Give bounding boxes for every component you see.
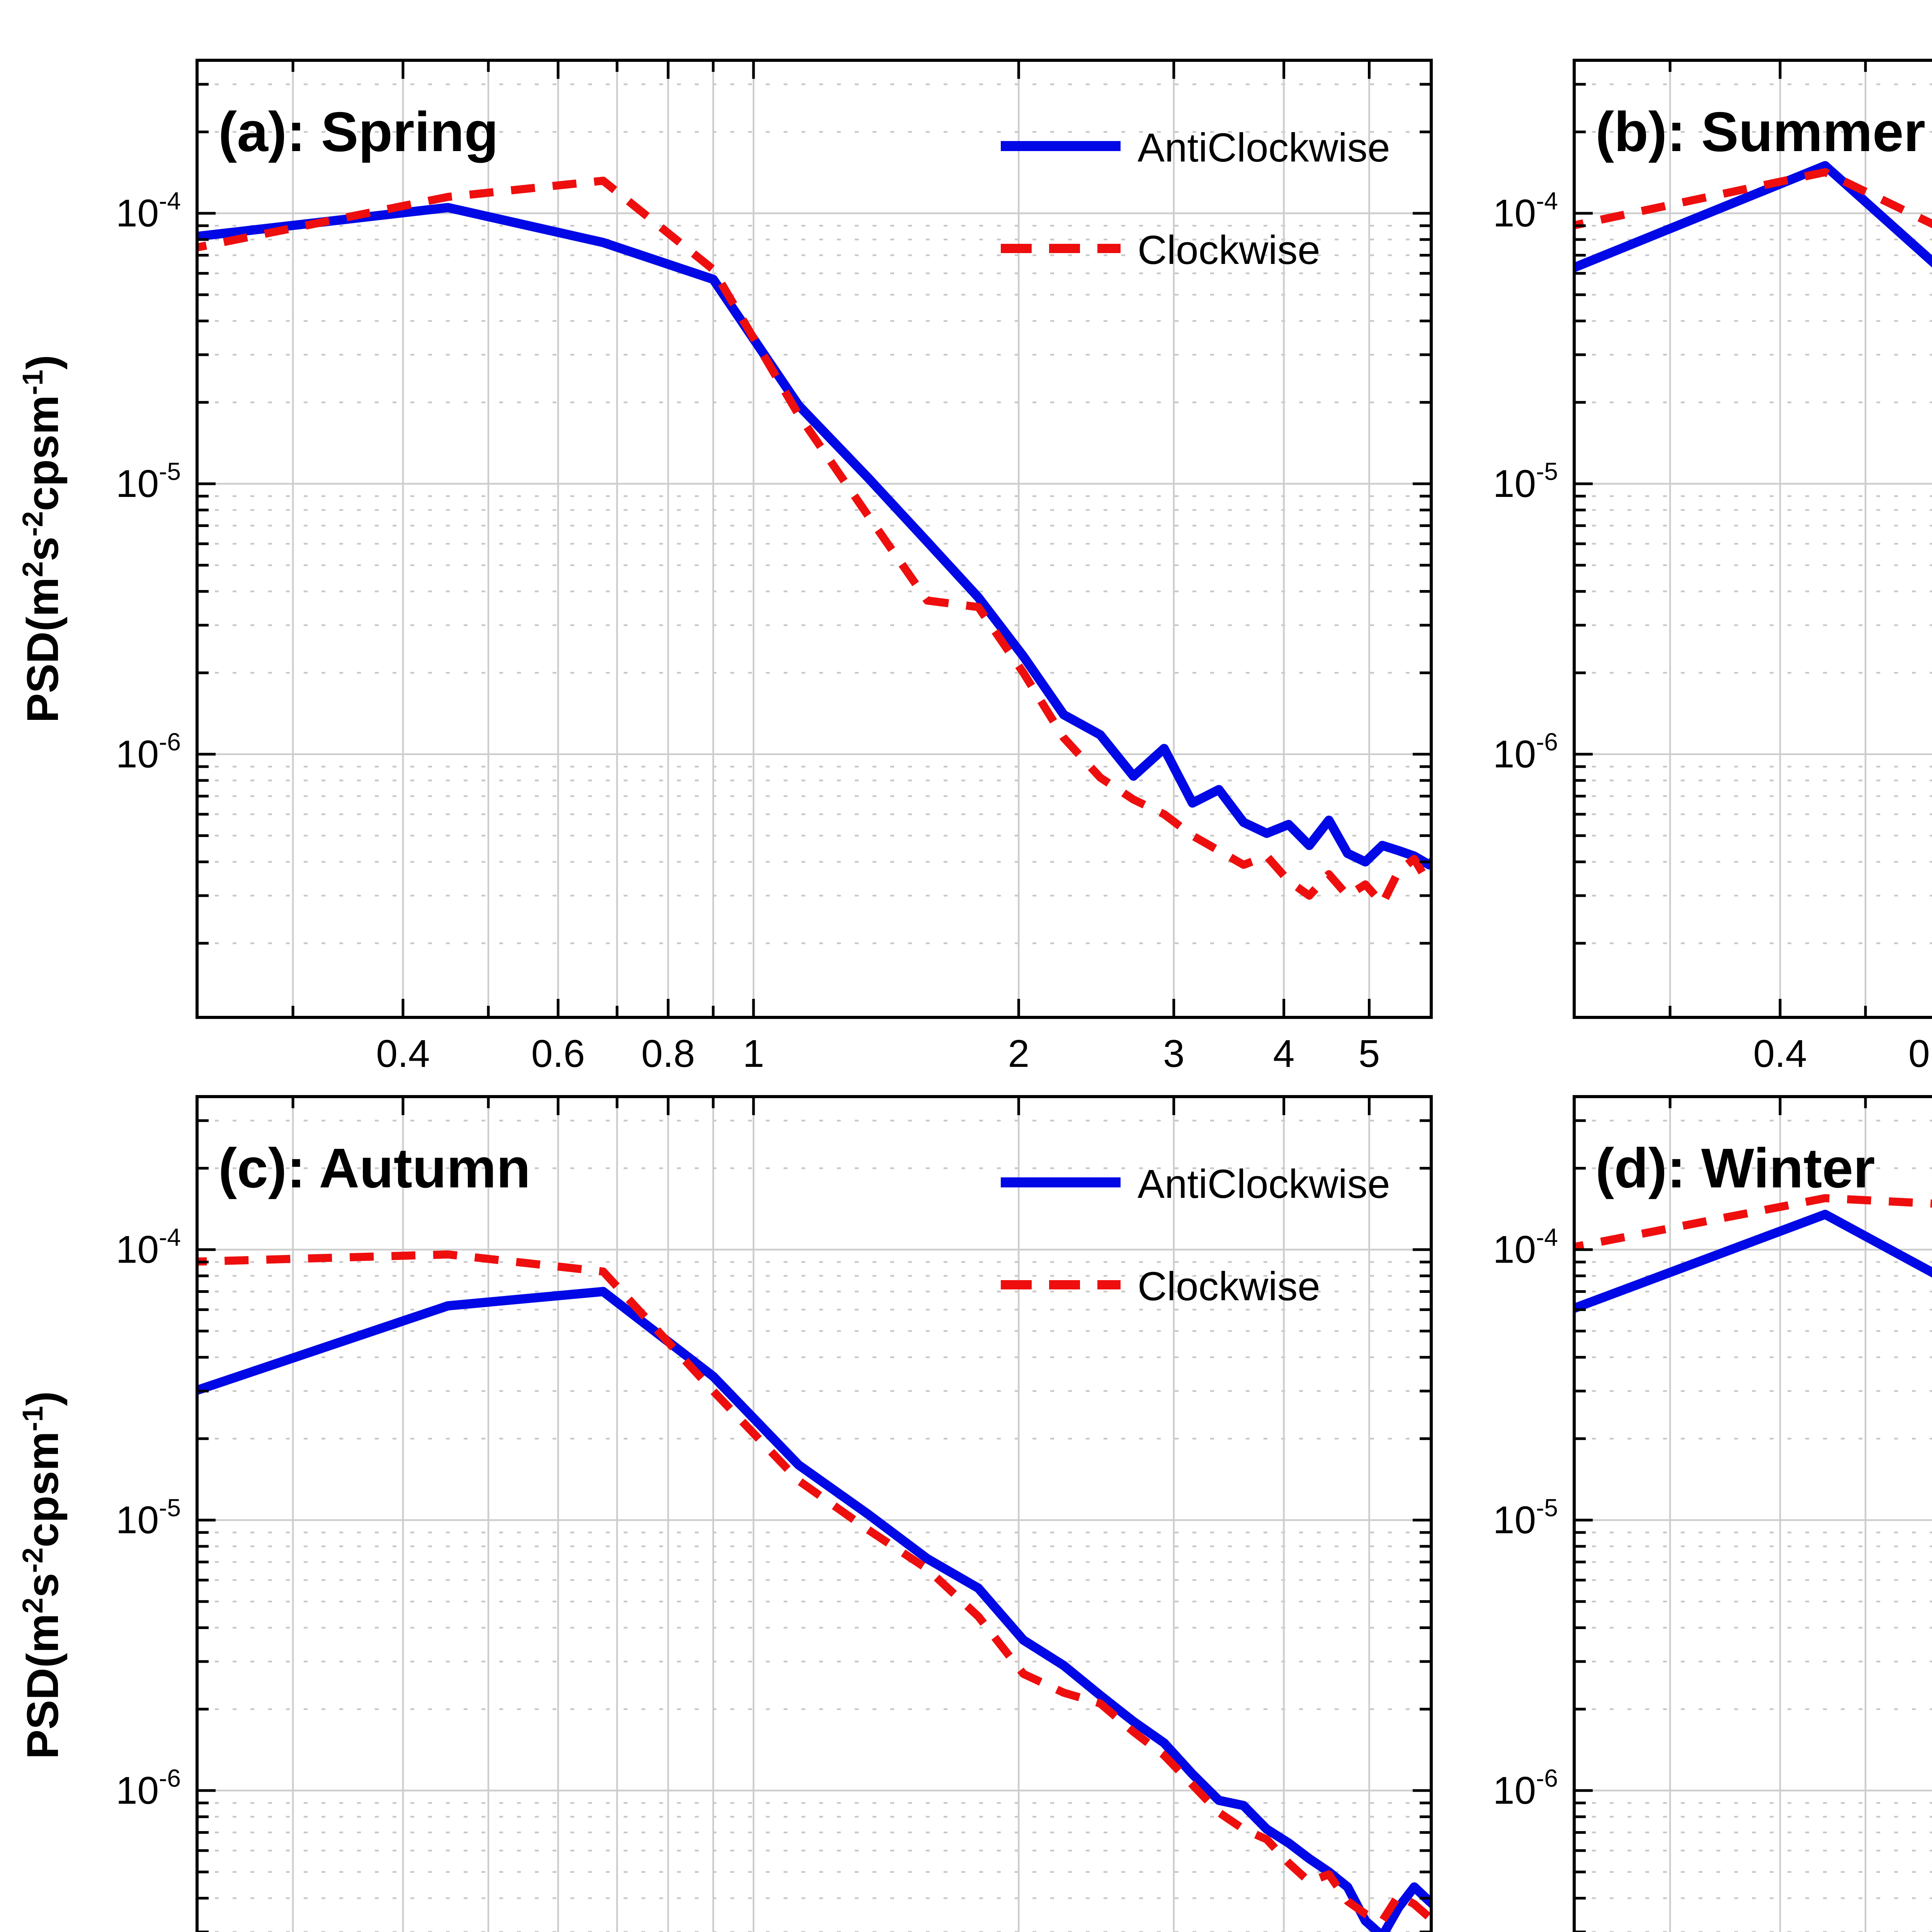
x-tick-label: 0.6: [1908, 1032, 1932, 1075]
y-tick-label: 10-4: [1493, 187, 1558, 235]
y-tick-label: 10-6: [1493, 1764, 1558, 1812]
y-tick-labels: 10-4 10-5 10-6: [116, 187, 181, 776]
y-tick-label: 10-5: [116, 1494, 181, 1542]
anticlockwise-line: [197, 203, 1431, 870]
x-tick-label: 0.6: [531, 1032, 585, 1075]
x-tick-label: 4: [1273, 1032, 1295, 1075]
grid-major: [1574, 1097, 1932, 1932]
x-tick-labels: 0.4 0.6 0.8 1 2 3 4 5: [376, 1032, 1380, 1075]
x-tick-label: 3: [1163, 1032, 1185, 1075]
tick-marks: [197, 1097, 1431, 1932]
axes-box: [1573, 1095, 1932, 1932]
panel-title: (c): Autumn: [218, 1137, 531, 1199]
legend: AntiClockwise Clockwise: [1001, 1162, 1390, 1309]
y-tick-label: 10-4: [116, 187, 181, 235]
y-tick-label: 10-4: [1493, 1223, 1558, 1271]
y-tick-labels: 10-4 10-5 10-6: [1493, 187, 1558, 776]
x-tick-label: 2: [1008, 1032, 1030, 1075]
panel-title: (d): Winter: [1595, 1137, 1875, 1199]
legend-anticlockwise-label: AntiClockwise: [1138, 1162, 1390, 1207]
axes-box: [196, 59, 1433, 1019]
y-tick-label: 10-5: [1493, 1494, 1558, 1542]
clockwise-line: [197, 1250, 1431, 1925]
y-tick-label: 10-4: [116, 1223, 181, 1271]
axes-box: [1573, 59, 1932, 1019]
panel-title: (a): Spring: [218, 100, 498, 163]
grid-major: [197, 1097, 1431, 1932]
anticlockwise-line: [197, 1287, 1431, 1932]
tick-marks: [197, 60, 1431, 1017]
legend-anticlockwise-label: AntiClockwise: [1138, 125, 1390, 170]
plot-area: [197, 60, 1431, 1017]
y-tick-label: 10-6: [116, 728, 181, 776]
x-tick-label: 0.4: [376, 1032, 430, 1075]
y-axis-label: PSD(m2s-2cpsm-1): [17, 1391, 68, 1759]
x-tick-label: 0.8: [641, 1032, 695, 1075]
plot-area: [1574, 1097, 1932, 1932]
series-group: [197, 177, 1431, 908]
y-tick-label: 10-5: [1493, 457, 1558, 505]
y-tick-labels: 10-4 10-5 10-6: [1493, 1223, 1558, 1812]
tick-marks: [1574, 60, 1867, 1017]
axes-box: [196, 1095, 1433, 1932]
y-tick-label: 10-6: [1493, 728, 1558, 776]
y-tick-label: 10-5: [116, 457, 181, 505]
legend-clockwise-label: Clockwise: [1138, 1264, 1320, 1309]
legend: AntiClockwise Clockwise: [1001, 125, 1390, 273]
grid-major: [1574, 60, 1932, 1017]
x-tick-label: 0.4: [1753, 1032, 1807, 1075]
panel-title: (b): Summer: [1595, 100, 1925, 163]
legend-clockwise-label: Clockwise: [1138, 228, 1320, 273]
series-group: [197, 1250, 1431, 1932]
y-tick-labels: 10-4 10-5 10-6: [116, 1223, 181, 1812]
x-tick-label: 5: [1359, 1032, 1380, 1075]
x-tick-label: 1: [743, 1032, 764, 1075]
y-tick-label: 10-6: [116, 1764, 181, 1812]
panel-a-spring: 0.4 0.6 0.8 1 2 3 4 5 10-4 10-5 10-6 (a): Spring Ant…: [116, 59, 1433, 1075]
plot-area: [1574, 60, 1932, 1017]
grid-major: [197, 60, 1431, 1017]
y-axis-label: PSD(m2s-2cpsm-1): [17, 355, 68, 723]
